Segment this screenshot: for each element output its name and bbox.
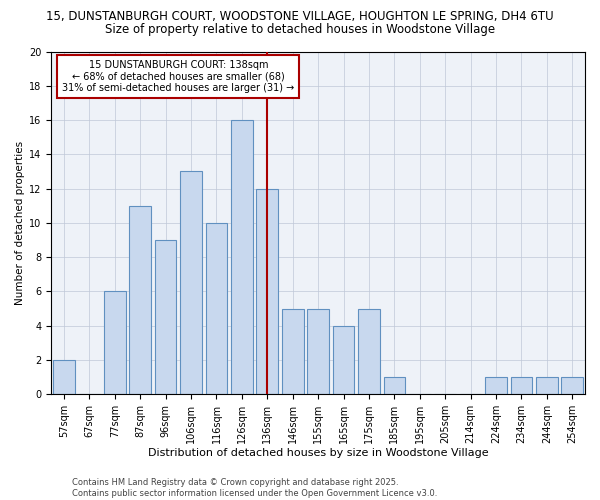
Bar <box>231 120 253 394</box>
Text: Contains HM Land Registry data © Crown copyright and database right 2025.
Contai: Contains HM Land Registry data © Crown c… <box>72 478 437 498</box>
Text: 15 DUNSTANBURGH COURT: 138sqm
← 68% of detached houses are smaller (68)
31% of s: 15 DUNSTANBURGH COURT: 138sqm ← 68% of d… <box>62 60 295 94</box>
Bar <box>256 188 278 394</box>
Bar <box>180 172 202 394</box>
Bar <box>383 377 405 394</box>
Bar <box>536 377 557 394</box>
Bar <box>206 223 227 394</box>
Text: Size of property relative to detached houses in Woodstone Village: Size of property relative to detached ho… <box>105 22 495 36</box>
Bar <box>511 377 532 394</box>
Bar <box>104 292 125 394</box>
Bar <box>485 377 507 394</box>
Bar <box>358 308 380 394</box>
Bar <box>53 360 75 394</box>
Text: 15, DUNSTANBURGH COURT, WOODSTONE VILLAGE, HOUGHTON LE SPRING, DH4 6TU: 15, DUNSTANBURGH COURT, WOODSTONE VILLAG… <box>46 10 554 23</box>
X-axis label: Distribution of detached houses by size in Woodstone Village: Distribution of detached houses by size … <box>148 448 488 458</box>
Bar <box>282 308 304 394</box>
Bar <box>307 308 329 394</box>
Y-axis label: Number of detached properties: Number of detached properties <box>15 141 25 305</box>
Bar <box>155 240 176 394</box>
Bar <box>130 206 151 394</box>
Bar <box>333 326 355 394</box>
Bar <box>562 377 583 394</box>
